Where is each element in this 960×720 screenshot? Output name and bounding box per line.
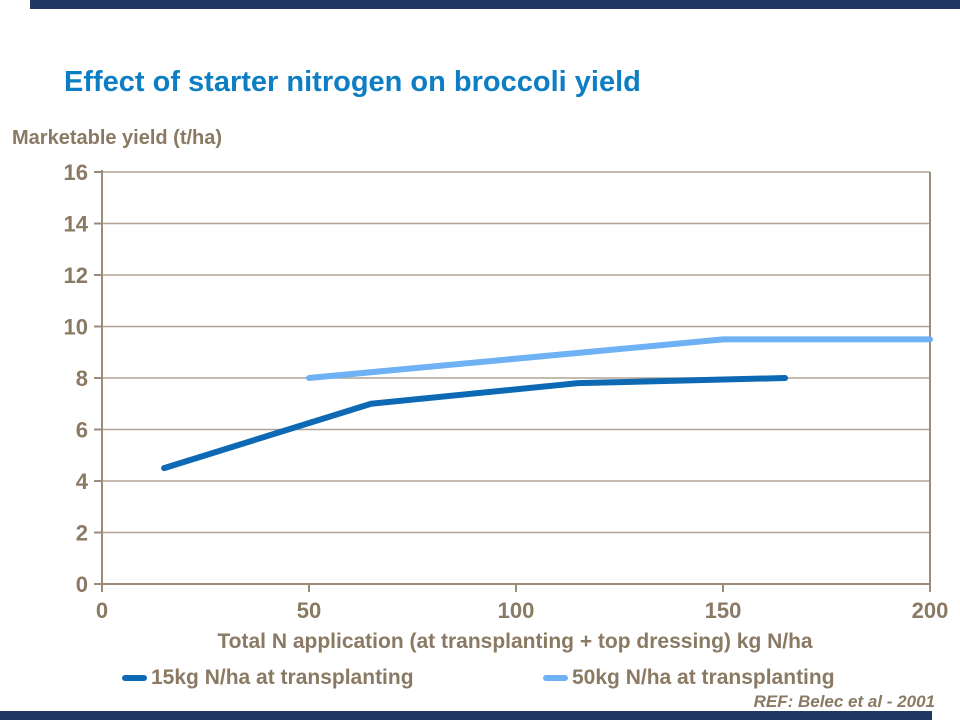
svg-text:2: 2 [76, 521, 88, 546]
svg-text:200: 200 [912, 598, 949, 623]
svg-text:6: 6 [76, 418, 88, 443]
y-axis-title: Marketable yield (t/ha) [12, 127, 223, 149]
chart-legend: 15kg N/ha at transplanting 50kg N/ha at … [0, 663, 960, 693]
svg-text:0: 0 [76, 572, 88, 597]
bottom-rule-bar [0, 711, 932, 720]
svg-text:50: 50 [297, 598, 321, 623]
legend-item-15kg: 15kg N/ha at transplanting [122, 663, 414, 693]
svg-text:16: 16 [64, 160, 88, 185]
reference-citation: REF: Belec et al - 2001 [753, 692, 935, 711]
legend-line-icon [543, 675, 568, 681]
legend-line-icon [122, 675, 147, 681]
svg-text:150: 150 [705, 598, 742, 623]
svg-text:14: 14 [64, 212, 89, 237]
svg-text:10: 10 [64, 315, 88, 340]
legend-label: 15kg N/ha at transplanting [151, 666, 414, 689]
svg-text:8: 8 [76, 366, 88, 391]
svg-text:4: 4 [76, 469, 89, 494]
svg-text:100: 100 [498, 598, 535, 623]
x-axis-title: Total N application (at transplanting + … [217, 630, 813, 653]
chart-title: Effect of starter nitrogen on broccoli y… [64, 66, 641, 98]
svg-text:0: 0 [96, 598, 108, 623]
legend-label: 50kg N/ha at transplanting [572, 666, 835, 689]
legend-item-50kg: 50kg N/ha at transplanting [543, 663, 835, 693]
svg-text:12: 12 [64, 263, 88, 288]
top-rule-bar [30, 0, 960, 9]
